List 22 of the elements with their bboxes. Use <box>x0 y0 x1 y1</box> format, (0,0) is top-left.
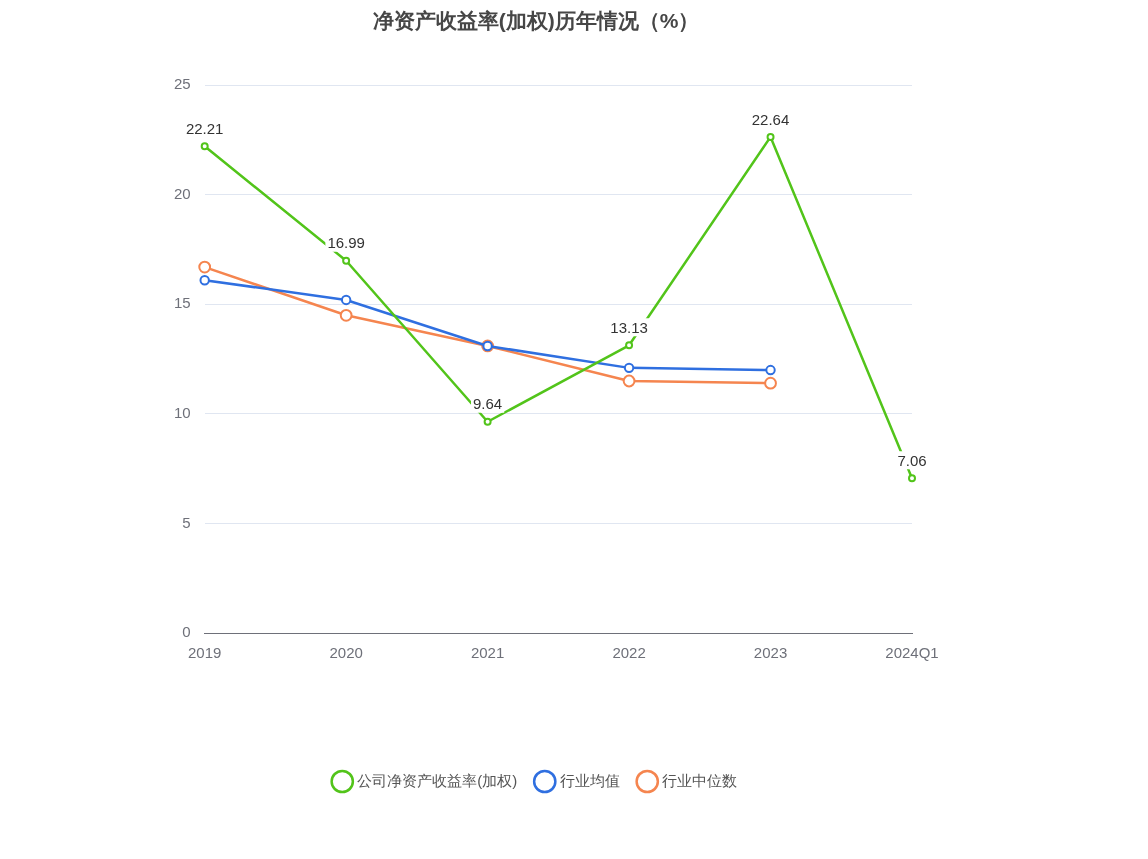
legend-label: 行业中位数 <box>662 771 738 789</box>
data-label: 16.99 <box>327 234 365 252</box>
y-tick-label: 25 <box>174 75 191 93</box>
x-tick-label: 2021 <box>470 644 505 662</box>
x-tick-label: 2022 <box>612 644 646 662</box>
data-label: 22.21 <box>185 119 224 137</box>
y-tick-label: 15 <box>174 294 191 312</box>
legend-label: 公司净资产收益率(加权) <box>357 771 518 789</box>
x-tick-label: 2024Q1 <box>885 644 939 662</box>
x-tick-label: 2020 <box>329 644 363 662</box>
x-tick-label: 2023 <box>753 644 788 662</box>
data-label: 13.13 <box>610 318 648 336</box>
y-tick-label: 10 <box>174 404 191 422</box>
y-tick-label: 20 <box>174 184 191 202</box>
data-label: 9.64 <box>473 395 503 413</box>
legend-label: 行业均值 <box>559 771 620 789</box>
y-tick-label: 5 <box>182 513 191 531</box>
y-tick-label: 0 <box>182 623 191 641</box>
chart-title: 净资产收益率(加权)历年情况（%） <box>372 9 700 33</box>
data-label: 7.06 <box>897 451 927 469</box>
x-tick-label: 2019 <box>188 644 222 662</box>
data-label: 22.64 <box>751 110 790 128</box>
